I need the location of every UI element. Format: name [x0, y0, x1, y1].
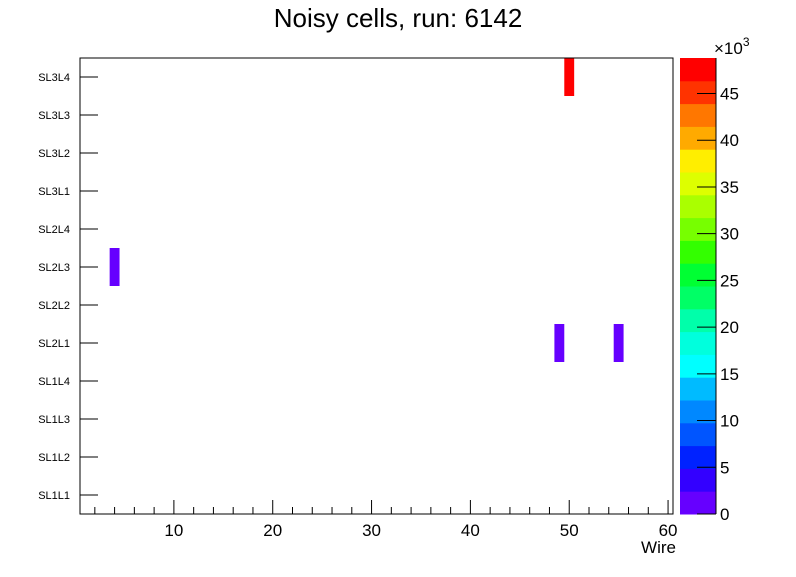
colorbar-segment [680, 194, 716, 219]
y-tick-label: SL2L1 [38, 338, 70, 350]
colorbar-multiplier: ×103 [714, 35, 750, 58]
x-tick-label: 30 [362, 521, 381, 540]
colorbar-segment [680, 468, 716, 492]
x-axis-label: Wire [641, 538, 676, 557]
colorbar-multiplier-base: ×10 [714, 39, 743, 58]
colorbar-tick-label: 10 [720, 412, 739, 431]
colorbar-multiplier-exp: 3 [743, 35, 750, 49]
colorbar-segment [680, 422, 716, 447]
y-tick-label: SL3L2 [38, 148, 70, 160]
heatmap-cell [564, 58, 575, 96]
x-tick-label: 60 [659, 521, 678, 540]
chart-title: Noisy cells, run: 6142 [274, 3, 523, 33]
colorbar-segment [680, 377, 716, 401]
plot-frame [79, 57, 674, 515]
colorbar-tick-label: 5 [720, 458, 729, 477]
colorbar-segment [680, 103, 716, 127]
y-tick-label: SL1L1 [38, 490, 70, 502]
heatmap-cell [109, 248, 120, 286]
x-tick-label: 10 [164, 521, 183, 540]
colorbar-segment [680, 286, 716, 310]
colorbar-segment [680, 354, 716, 378]
colorbar-segment [680, 149, 716, 173]
x-tick-label: 40 [461, 521, 480, 540]
colorbar-tick-label: 30 [720, 225, 739, 244]
colorbar-tick-label: 45 [720, 85, 739, 104]
y-axis: SL1L1 SL1L2 SL1L3 SL1L4 SL2L1 SL2L2 SL2L3 SL2L4… [38, 72, 98, 502]
heatmap-cell [613, 324, 624, 362]
y-tick-label: SL2L4 [38, 224, 70, 236]
heatmap-cell [554, 324, 565, 362]
y-tick-label: SL3L4 [38, 72, 70, 84]
colorbar-segment [680, 217, 716, 241]
x-axis: 10 20 30 40 50 60 [94, 500, 678, 540]
y-tick-label: SL1L2 [38, 452, 70, 464]
y-tick-label: SL3L3 [38, 110, 70, 122]
colorbar-segment [680, 240, 716, 264]
colorbar-segment [680, 308, 716, 333]
colorbar-segment [680, 172, 716, 196]
colorbar-segment [680, 445, 716, 469]
colorbar-tick-label: 0 [720, 505, 729, 524]
colorbar-tick-label: 40 [720, 131, 739, 150]
colorbar-segment [680, 263, 716, 287]
colorbar-segment [680, 80, 716, 105]
y-tick-label: SL1L4 [38, 376, 70, 388]
colorbar-segment [680, 400, 716, 424]
colorbar-tick-label: 25 [720, 271, 739, 290]
x-tick-label: 20 [263, 521, 282, 540]
colorbar-segment [680, 491, 716, 515]
y-tick-label: SL2L3 [38, 262, 70, 274]
colorbar: 0 5 10 15 20 25 30 35 40 45 [680, 58, 739, 524]
colorbar-segment [680, 331, 716, 355]
colorbar-segment [680, 126, 716, 150]
y-tick-label: SL1L3 [38, 414, 70, 426]
cells [109, 58, 624, 362]
colorbar-tick-label: 15 [720, 365, 739, 384]
y-tick-label: SL2L2 [38, 300, 70, 312]
colorbar-segment [680, 58, 716, 82]
colorbar-tick-label: 35 [720, 178, 739, 197]
colorbar-tick-label: 20 [720, 318, 739, 337]
y-tick-label: SL3L1 [38, 186, 70, 198]
x-tick-label: 50 [560, 521, 579, 540]
